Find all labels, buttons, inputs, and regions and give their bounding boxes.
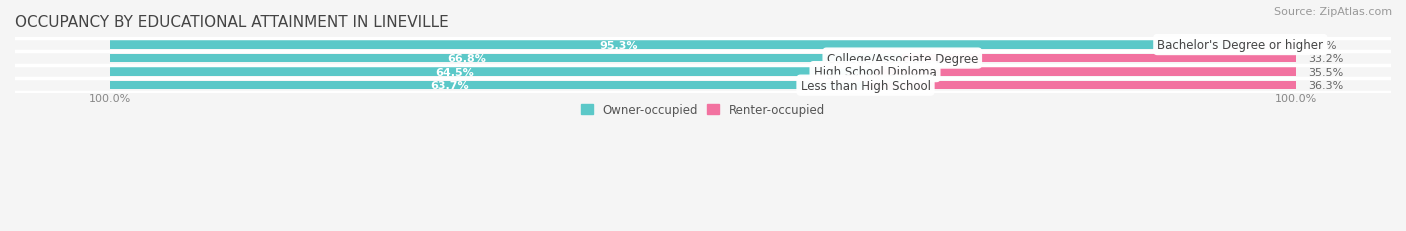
Text: 95.3%: 95.3% — [599, 40, 638, 50]
Legend: Owner-occupied, Renter-occupied: Owner-occupied, Renter-occupied — [576, 99, 830, 122]
Bar — [903, 55, 1296, 63]
Text: College/Associate Degree: College/Associate Degree — [827, 52, 979, 65]
Text: 33.2%: 33.2% — [1308, 54, 1343, 64]
Bar — [110, 82, 1296, 90]
Text: Bachelor's Degree or higher: Bachelor's Degree or higher — [1157, 39, 1323, 52]
Text: 35.5%: 35.5% — [1308, 67, 1343, 77]
Bar — [110, 82, 866, 90]
Bar — [1240, 41, 1296, 49]
Bar — [866, 82, 1296, 90]
Text: 64.5%: 64.5% — [434, 67, 474, 77]
Text: High School Diploma: High School Diploma — [814, 66, 936, 79]
Text: Source: ZipAtlas.com: Source: ZipAtlas.com — [1274, 7, 1392, 17]
Text: 100.0%: 100.0% — [1275, 93, 1317, 103]
Bar — [110, 41, 1240, 49]
Text: 4.7%: 4.7% — [1308, 40, 1337, 50]
Text: OCCUPANCY BY EDUCATIONAL ATTAINMENT IN LINEVILLE: OCCUPANCY BY EDUCATIONAL ATTAINMENT IN L… — [15, 15, 449, 30]
Text: 36.3%: 36.3% — [1308, 81, 1343, 91]
Text: 66.8%: 66.8% — [447, 54, 486, 64]
Bar — [110, 55, 1296, 63]
Bar — [110, 68, 1296, 76]
Bar — [110, 55, 903, 63]
Text: 100.0%: 100.0% — [89, 93, 131, 103]
Text: Less than High School: Less than High School — [800, 79, 931, 92]
Bar — [875, 68, 1296, 76]
Bar — [110, 68, 875, 76]
Bar — [110, 41, 1296, 49]
Text: 63.7%: 63.7% — [430, 81, 470, 91]
